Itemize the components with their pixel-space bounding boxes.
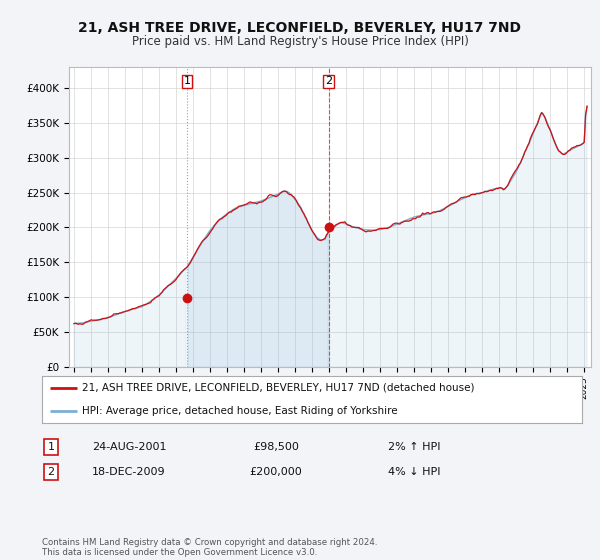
Text: 24-AUG-2001: 24-AUG-2001 <box>92 442 166 452</box>
Text: 18-DEC-2009: 18-DEC-2009 <box>92 467 166 477</box>
Text: £200,000: £200,000 <box>250 467 302 477</box>
Text: Contains HM Land Registry data © Crown copyright and database right 2024.
This d: Contains HM Land Registry data © Crown c… <box>42 538 377 557</box>
Text: HPI: Average price, detached house, East Riding of Yorkshire: HPI: Average price, detached house, East… <box>83 406 398 416</box>
Text: Price paid vs. HM Land Registry's House Price Index (HPI): Price paid vs. HM Land Registry's House … <box>131 35 469 48</box>
Text: 1: 1 <box>47 442 55 452</box>
Text: £98,500: £98,500 <box>253 442 299 452</box>
Text: 1: 1 <box>184 76 191 86</box>
Text: 2: 2 <box>325 76 332 86</box>
Text: 2% ↑ HPI: 2% ↑ HPI <box>388 442 440 452</box>
Text: 21, ASH TREE DRIVE, LECONFIELD, BEVERLEY, HU17 7ND: 21, ASH TREE DRIVE, LECONFIELD, BEVERLEY… <box>79 21 521 35</box>
Text: 2: 2 <box>47 467 55 477</box>
Text: 21, ASH TREE DRIVE, LECONFIELD, BEVERLEY, HU17 7ND (detached house): 21, ASH TREE DRIVE, LECONFIELD, BEVERLEY… <box>83 383 475 393</box>
Text: 4% ↓ HPI: 4% ↓ HPI <box>388 467 440 477</box>
